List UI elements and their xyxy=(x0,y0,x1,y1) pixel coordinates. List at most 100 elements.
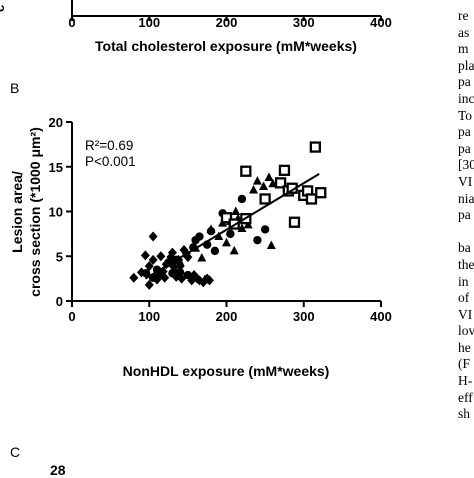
x-tick-label: 100 xyxy=(138,309,160,324)
x-tick-label: 0 xyxy=(68,309,75,324)
diamond-point xyxy=(144,261,154,272)
top-x-tick-label: 0 xyxy=(68,15,75,30)
square-point xyxy=(274,177,287,189)
triangle-point xyxy=(200,274,210,284)
body-text-line: To xyxy=(458,107,473,123)
x-axis-label: NonHDL exposure (mM*weeks) xyxy=(123,363,330,379)
circle-point xyxy=(183,270,193,280)
diamond-point xyxy=(187,275,197,286)
diamond-point xyxy=(156,251,166,262)
y-tick-label: 20 xyxy=(49,115,63,130)
circle-point xyxy=(210,246,220,256)
diamond-point xyxy=(167,247,177,258)
body-text-line: pa xyxy=(458,74,471,90)
y-axis-label-line2: cross section (*1000 μm²) xyxy=(27,127,43,297)
body-text-line: re xyxy=(458,8,469,23)
diamond-point xyxy=(160,272,170,283)
body-text-line: pa xyxy=(458,124,471,140)
body-text-line: as xyxy=(458,24,470,40)
panel-c-fragment: 28 xyxy=(50,462,66,478)
triangle-point xyxy=(214,231,224,241)
triangle-point xyxy=(264,172,274,181)
circle-point xyxy=(260,225,270,234)
body-text-line: eff xyxy=(458,389,473,405)
regression-line xyxy=(144,173,320,280)
y-tick-label: 0 xyxy=(56,294,63,309)
triangle-point xyxy=(197,253,207,262)
body-text-line: pa xyxy=(458,207,471,223)
data-points xyxy=(129,141,327,290)
top-ylabel-partial: c xyxy=(0,5,7,12)
body-text-line: pla xyxy=(458,57,474,73)
body-text-line: VI xyxy=(458,306,473,322)
body-text-line: H- xyxy=(458,373,473,389)
square-point xyxy=(220,212,233,224)
body-text-line: in xyxy=(458,273,469,289)
square-point xyxy=(315,187,327,199)
body-text-line: m xyxy=(458,41,469,57)
body-text-line: [30 xyxy=(458,157,474,173)
y-tick-label: 10 xyxy=(49,205,63,220)
x-tick-label: 400 xyxy=(370,309,392,324)
triangle-point xyxy=(252,176,262,185)
r-squared-annotation: R²=0.69 xyxy=(85,138,133,153)
triangle-point xyxy=(249,185,259,194)
triangle-point xyxy=(237,223,247,233)
diamond-point xyxy=(140,250,150,261)
square-point xyxy=(305,193,318,205)
triangle-point xyxy=(222,237,231,247)
body-text-line: ba xyxy=(458,240,471,256)
diamond-point xyxy=(148,231,158,242)
top-x-tick-label: 100 xyxy=(138,15,160,30)
circle-point xyxy=(164,258,173,267)
triangle-point xyxy=(206,224,216,233)
triangle-point xyxy=(171,267,181,276)
body-text-line: the xyxy=(458,256,474,272)
scatter-chart: Lesion area/ cross section (*1000 μm²) 0… xyxy=(9,115,392,379)
panel-b-letter: B xyxy=(10,80,20,96)
body-text-line: nia xyxy=(458,190,474,206)
triangle-point xyxy=(175,257,185,267)
body-text-line: he xyxy=(458,339,471,355)
body-text-line: of xyxy=(458,290,470,306)
top-x-tick-label: 400 xyxy=(370,15,392,30)
diamond-point xyxy=(148,254,158,265)
triangle-point xyxy=(259,181,269,190)
square-point xyxy=(240,165,252,177)
body-text-line: pa xyxy=(458,140,471,156)
y-axis-label-line1: Lesion area/ xyxy=(9,171,25,253)
square-point xyxy=(309,141,321,153)
body-text-column: re as m pla pa inc To pa pa [30 VI nia pa ba the in of VI… xyxy=(458,8,474,423)
circle-point xyxy=(226,229,235,239)
triangle-point xyxy=(231,206,241,215)
diamond-point xyxy=(144,279,154,290)
square-point xyxy=(288,216,301,228)
y-tick-label: 15 xyxy=(49,160,63,175)
top-x-axis-label: Total cholesterol exposure (mM*weeks) xyxy=(95,38,357,54)
panel-c-letter: C xyxy=(10,444,21,460)
regression-line-group xyxy=(144,173,320,280)
body-text-line xyxy=(458,224,474,241)
top-panel-fragment: c 0 100 200 300 400 Total cholesterol exposu… xyxy=(0,0,392,54)
top-x-ticks: 0 100 200 300 400 xyxy=(68,15,391,30)
circle-point xyxy=(237,194,247,204)
body-text-line: VI xyxy=(458,173,473,189)
circle-point xyxy=(141,269,151,278)
diamond-point xyxy=(129,272,139,283)
circle-point xyxy=(195,232,204,241)
body-text-line: sh xyxy=(458,406,471,422)
p-value-annotation: P<0.001 xyxy=(85,154,136,169)
square-point xyxy=(259,193,271,205)
top-x-tick-label: 300 xyxy=(293,15,315,30)
x-tick-label: 200 xyxy=(216,309,238,324)
triangle-point xyxy=(229,245,239,255)
circle-point xyxy=(253,235,262,245)
body-text-line: inc xyxy=(458,90,474,106)
top-x-tick-label: 200 xyxy=(216,15,238,30)
triangle-point xyxy=(266,240,276,250)
body-text-line: (F xyxy=(458,356,471,372)
body-text-line: lov xyxy=(458,323,474,339)
y-tick-label: 5 xyxy=(56,249,63,264)
x-tick-label: 300 xyxy=(293,309,315,324)
